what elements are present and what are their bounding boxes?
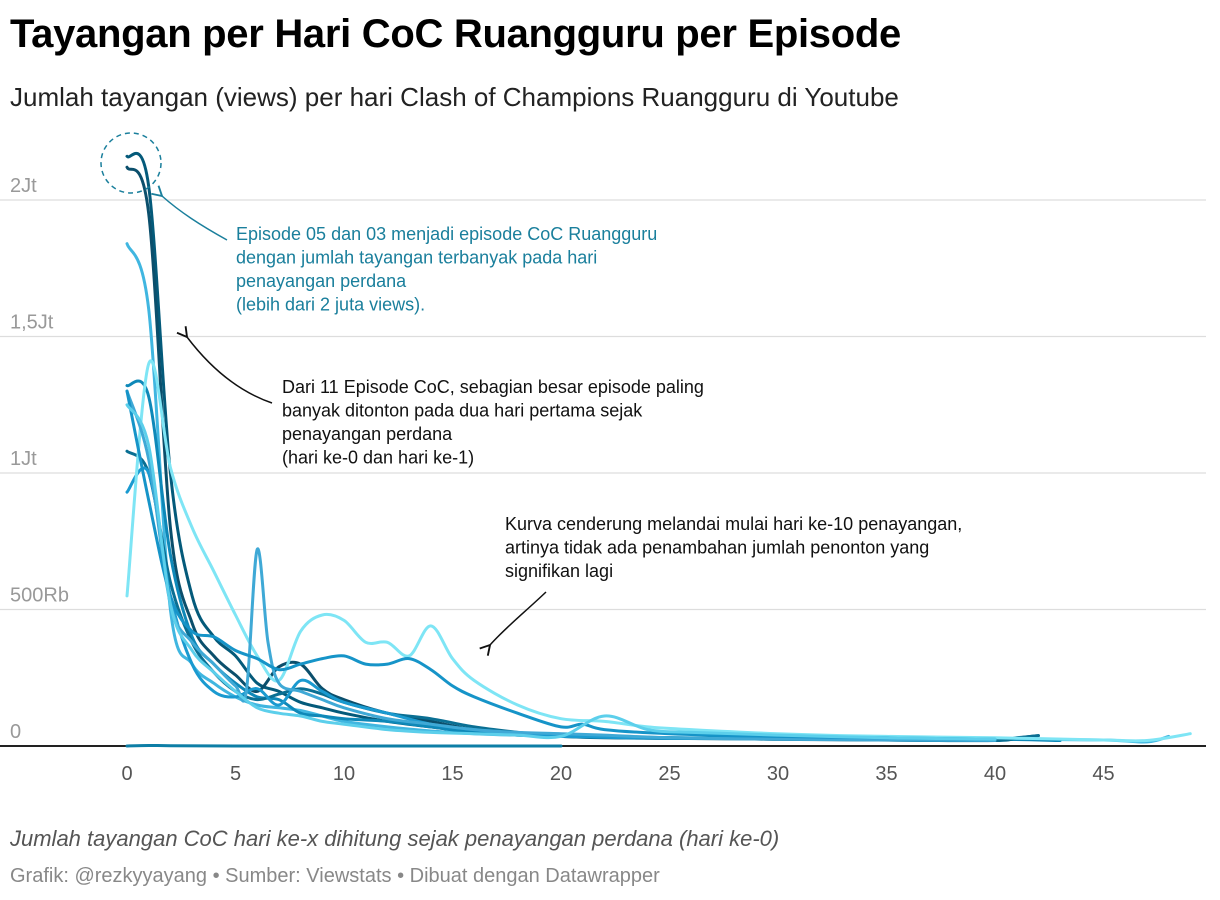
x-tick-label: 30	[767, 763, 789, 785]
annotation-line: penayangan perdana	[282, 424, 453, 444]
annotations: Episode 05 dan 03 menjadi episode CoC Ru…	[100, 132, 962, 656]
annotation-line: artinya tidak ada penambahan jumlah peno…	[505, 538, 929, 558]
line-chart: 0 500Rb 1Jt 1,5Jt 2Jt 0 5 10 15 20 25 30 35 40 45 Epi…	[0, 132, 1206, 785]
y-tick-label: 0	[10, 721, 21, 743]
peak-highlight-circle	[100, 132, 162, 194]
annotation-first-two-days: Dari 11 Episode CoC, sebagian besar epis…	[282, 377, 704, 468]
chart-footnote: Jumlah tayangan CoC hari ke-x dihitung s…	[10, 826, 780, 851]
chart-title: Tayangan per Hari CoC Ruangguru per Epis…	[10, 12, 901, 56]
series-line-3	[125, 242, 1171, 744]
gridlines	[0, 199, 1206, 747]
annotation-line: banyak ditonton pada dua hari pertama se…	[282, 401, 643, 421]
annotation-line: Episode 05 dan 03 menjadi episode CoC Ru…	[236, 224, 657, 244]
x-tick-label: 25	[658, 763, 680, 785]
annotation-line: penayangan perdana	[236, 271, 407, 291]
y-tick-label: 1,5Jt	[10, 312, 54, 334]
annotation-peak-episodes: Episode 05 dan 03 menjadi episode CoC Ru…	[236, 224, 657, 315]
annotation-line: (lebih dari 2 juta views).	[236, 295, 425, 315]
annotation-curve-flattening: Kurva cenderung melandai mulai hari ke-1…	[505, 514, 962, 581]
y-tick-label: 2Jt	[10, 175, 37, 197]
annotation-line: dengan jumlah tayangan terbanyak pada ha…	[236, 248, 597, 268]
x-axis-ticks: 0 5 10 15 20 25 30 35 40 45	[121, 763, 1114, 785]
y-tick-label: 500Rb	[10, 585, 69, 607]
series-line-9	[125, 389, 997, 741]
annotation-arrow-flattening	[479, 591, 547, 656]
chart-credit: Grafik: @rezkyyayang • Sumber: Viewstats…	[10, 865, 660, 887]
annotation-line: Kurva cenderung melandai mulai hari ke-1…	[505, 514, 962, 534]
series-line-10	[125, 403, 997, 741]
annotation-line: Dari 11 Episode CoC, sebagian besar epis…	[282, 377, 704, 397]
x-tick-label: 15	[441, 763, 463, 785]
x-tick-label: 20	[550, 763, 572, 785]
y-tick-label: 1Jt	[10, 448, 37, 470]
x-tick-label: 0	[121, 763, 132, 785]
y-axis-ticks: 0 500Rb 1Jt 1,5Jt 2Jt	[10, 175, 69, 743]
series-line-8	[125, 389, 997, 742]
series-lines	[125, 151, 1192, 748]
annotation-line: signifikan lagi	[505, 561, 613, 581]
x-tick-label: 45	[1092, 763, 1114, 785]
x-tick-label: 35	[875, 763, 897, 785]
chart-subtitle: Jumlah tayangan (views) per hari Clash o…	[10, 82, 899, 112]
annotation-arrow-peak	[151, 185, 228, 241]
series-line-11	[125, 743, 563, 748]
annotation-arrow-first-days	[176, 326, 273, 404]
x-tick-label: 40	[984, 763, 1006, 785]
x-tick-label: 5	[230, 763, 241, 785]
x-tick-label: 10	[333, 763, 355, 785]
annotation-line: (hari ke-0 dan hari ke-1)	[282, 448, 474, 468]
